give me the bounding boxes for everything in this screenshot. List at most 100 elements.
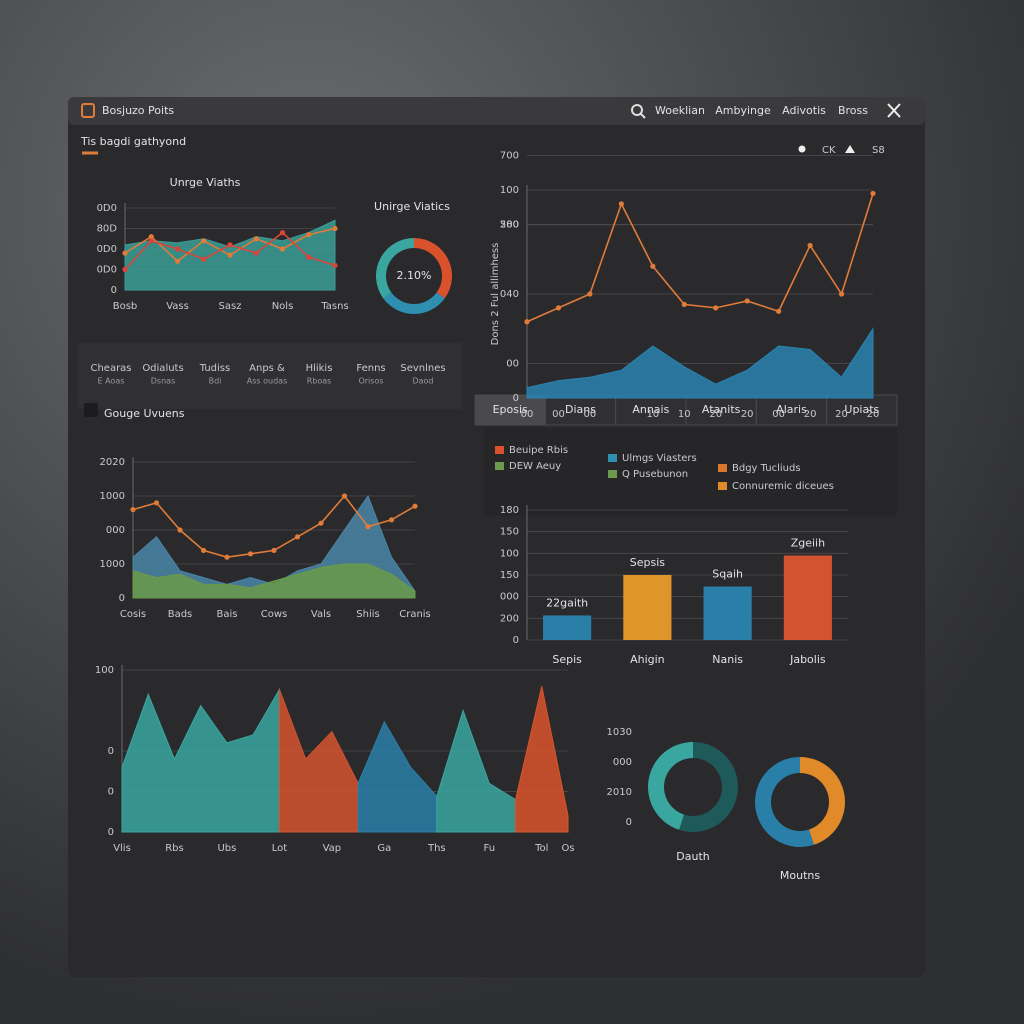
legend-label: Ulmgs Viasters [622,453,697,464]
tab-label[interactable]: Alaris [776,403,807,416]
point [306,232,312,238]
tab[interactable] [615,394,687,426]
x-tick-label: Fu [484,843,496,854]
tab-label[interactable]: Dians [565,403,596,416]
point [555,305,562,311]
slice [383,292,445,314]
search-icon[interactable] [631,104,643,116]
point [174,258,181,264]
stat-sub: Rboas [307,377,332,386]
legend-label: Q Pusebunon [622,469,688,480]
x-tick-label: 20 [709,409,722,420]
x-tick-label: Nanis [712,653,743,666]
up-icon[interactable] [845,145,855,153]
point [279,246,286,252]
bar-annotation: Sepsis [630,556,666,569]
point [122,266,128,273]
tab[interactable] [826,394,898,426]
y-tick-label: 0 [119,593,125,604]
point [148,238,154,244]
app-title: Bosjuzo Poits [102,104,174,117]
tab-label[interactable]: Atanits [702,403,741,416]
point [341,493,348,499]
nav-item[interactable]: Woeklian [655,104,705,117]
point [148,234,154,240]
x-tick-label: Tol [534,843,548,854]
y-tick-label: 0 [513,393,519,404]
icon-label[interactable]: CK [822,145,836,156]
nav-item[interactable]: Ambyinge [715,104,771,117]
x-tick-label: Cosis [120,609,146,620]
chart-title: Moutns [780,869,820,882]
close-icon [887,103,901,118]
tab-label[interactable]: Annais [632,403,669,416]
nav-item[interactable]: Bross [838,104,868,117]
y-tick-label: 0 [513,635,519,646]
point [650,263,656,269]
point [253,250,259,256]
x-tick-label: Sasz [219,301,242,312]
stat-sub: Dsnas [151,377,175,386]
x-tick-label: Cows [261,609,288,620]
icon-label[interactable]: S8 [872,145,885,156]
point [332,262,338,268]
stat-title: Tudiss [199,363,230,374]
slice [375,238,414,299]
chart-title: Dauth [676,850,709,863]
y-tick-label: 700 [500,150,519,161]
y-tick-label: 100 [95,665,114,676]
slice [755,757,814,847]
bar-annotation: 22gaith [546,596,588,609]
x-tick-label: 00 [772,409,785,420]
point [224,554,230,560]
tab-label[interactable]: Eposis [493,403,528,416]
tab[interactable] [685,394,757,426]
area [121,687,280,833]
point [365,524,371,530]
point [681,301,687,307]
app-icon [81,103,95,118]
y-tick-label: 500 [500,220,519,231]
y-tick-label: 0D0 [97,244,117,255]
point [122,250,128,256]
x-tick-label: Sepis [552,653,582,666]
point [227,252,233,258]
slice [414,238,453,299]
point [200,547,207,554]
stat-sub: Daod [412,377,433,386]
status-dot[interactable] [798,145,806,153]
y-tick-label: 0D0 [97,203,117,214]
y-tick-label: 1000 [100,559,125,570]
y-tick-label: 1000 [100,491,125,502]
tab-label[interactable]: Upiats [844,403,879,416]
bar-annotation: Sqaih [712,568,743,581]
point [201,256,207,262]
tab[interactable] [755,394,828,426]
tab[interactable] [544,394,617,426]
x-tick-label: Ubs [217,843,236,854]
y-tick-label: 150 [500,570,519,581]
x-tick-label: Ahigin [630,653,665,666]
top-bar [68,97,925,125]
bar [543,615,592,640]
x-tick-label: Lot [272,843,288,854]
stat-title: Sevnlnes [400,363,445,374]
point [253,236,259,242]
x-tick-label: 20 [867,409,880,420]
stat-title: Hlikis [306,363,333,374]
y-tick-label: 000 [106,525,125,536]
x-tick-label: Tasns [320,301,348,312]
x-tick-label: 00 [584,409,597,420]
y-tick-label: 0D0 [97,265,117,276]
x-tick-label: Vals [311,609,331,620]
point [153,500,160,506]
x-tick-label: Bads [168,609,193,620]
legend-swatch [608,470,617,478]
stat-sub: Ass oudas [247,377,287,386]
x-tick-label: Ga [377,843,391,854]
point [807,242,813,249]
point [201,238,207,244]
y-tick-label: 80D [97,224,118,235]
nav-item[interactable]: Adivotis [782,104,826,117]
